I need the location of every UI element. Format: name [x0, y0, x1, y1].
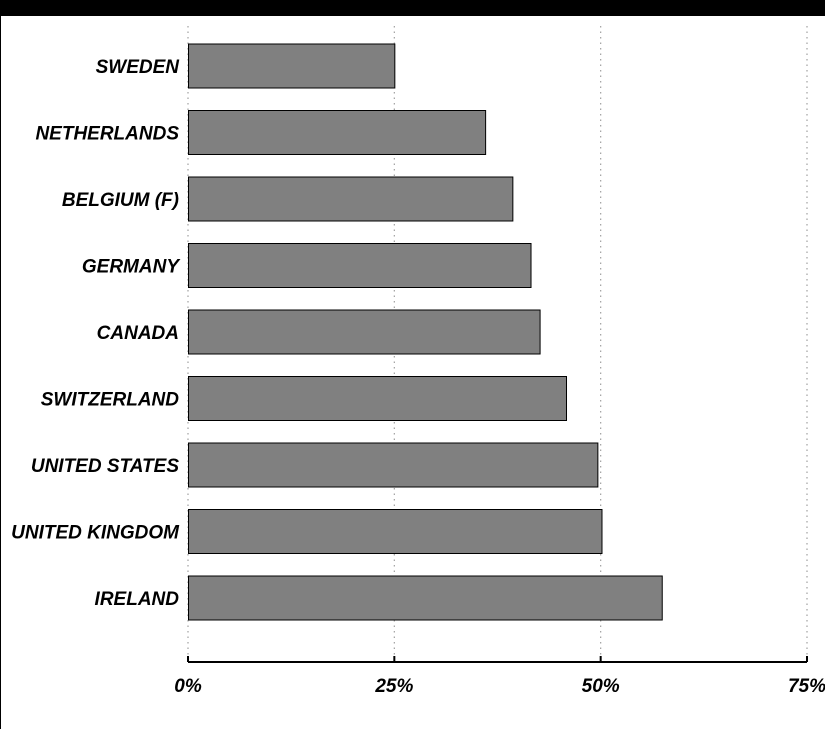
- bar: [188, 309, 541, 355]
- bar: [188, 110, 487, 155]
- category-label: GERMANY: [82, 257, 181, 278]
- category-label: BELGIUM (F): [62, 190, 179, 211]
- bar: [188, 575, 663, 621]
- bar: [188, 509, 603, 554]
- category-label: UNITED KINGDOM: [11, 523, 180, 544]
- category-label: NETHERLANDS: [35, 124, 179, 145]
- bar: [188, 176, 514, 222]
- category-label: UNITED STATES: [31, 456, 179, 477]
- bars: [188, 43, 663, 621]
- bar: [188, 442, 599, 488]
- x-tick-label: 0%: [174, 676, 202, 697]
- x-axis: 0% 25% 50% 75%: [174, 656, 825, 697]
- chart-frame: SWEDEN NETHERLANDS BELGIUM (F) GERMANY CANAD…: [0, 16, 825, 729]
- x-tick-label: 25%: [374, 676, 413, 697]
- bar-chart: SWEDEN NETHERLANDS BELGIUM (F) GERMANY CANAD…: [11, 26, 825, 697]
- bar: [188, 243, 532, 288]
- x-tick-label: 75%: [788, 676, 825, 697]
- category-label: SWEDEN: [96, 57, 181, 78]
- category-label: CANADA: [97, 323, 179, 344]
- category-label: SWITZERLAND: [41, 390, 180, 411]
- bar: [188, 43, 396, 89]
- bar: [188, 376, 568, 421]
- category-label: IRELAND: [95, 589, 180, 610]
- x-tick-label: 50%: [582, 676, 620, 697]
- category-labels: SWEDEN NETHERLANDS BELGIUM (F) GERMANY CANAD…: [11, 57, 181, 610]
